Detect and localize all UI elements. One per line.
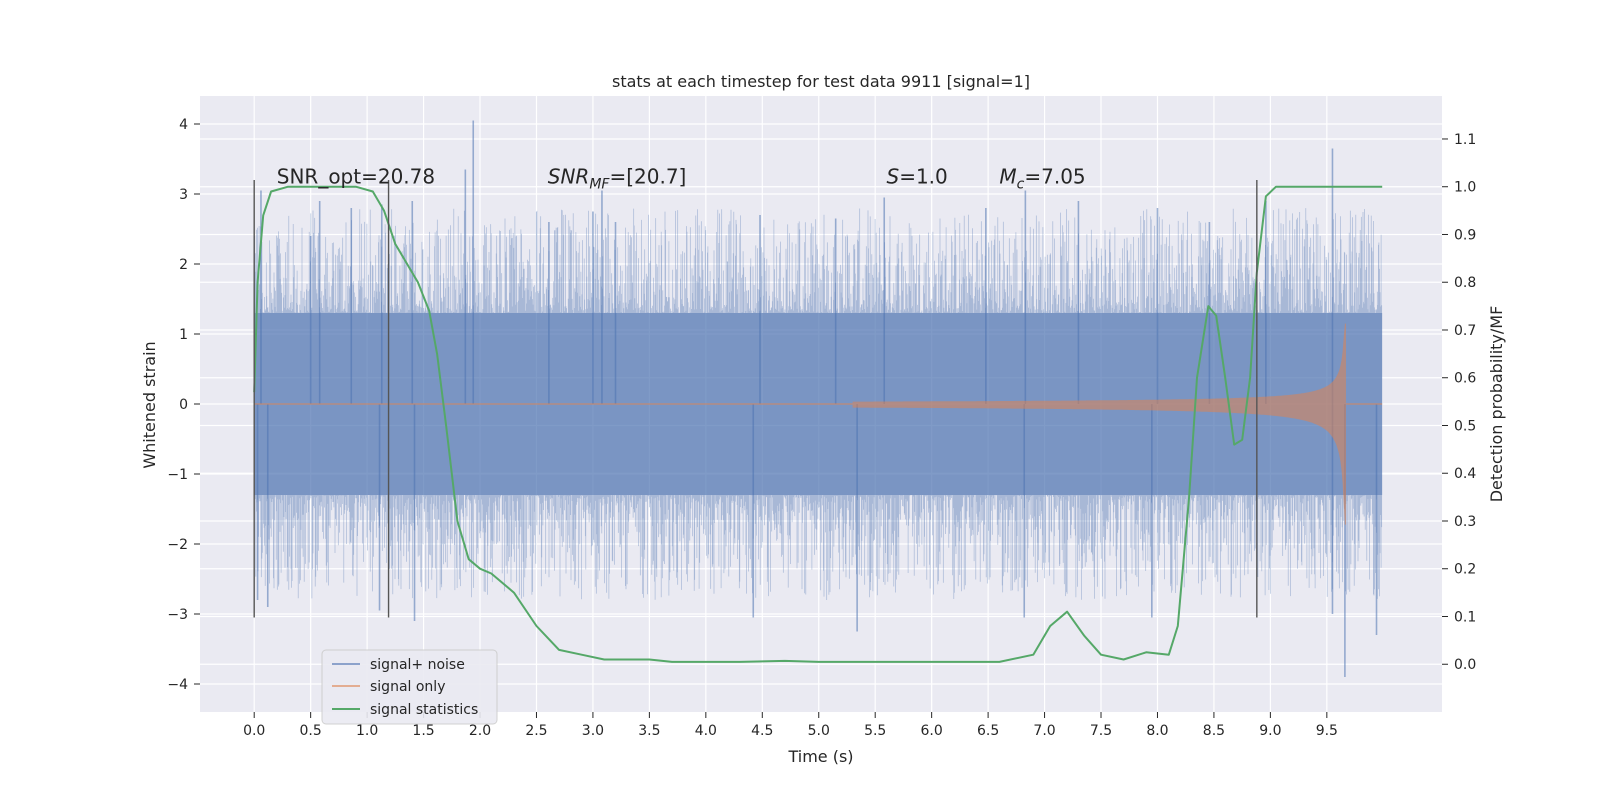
y-tick-label: −3 xyxy=(167,607,188,623)
legend-box xyxy=(321,649,498,725)
x-tick-label: 0.5 xyxy=(300,723,322,739)
x-tick-label: 9.5 xyxy=(1316,723,1338,739)
vertical-markers xyxy=(253,180,1258,618)
y2-tick-label: 0.5 xyxy=(1454,418,1476,434)
series-signal-statistics xyxy=(253,185,1383,663)
x-tick-label: 3.5 xyxy=(638,723,660,739)
y2-tick-label: 0.4 xyxy=(1454,466,1476,482)
y2-axis-label: Detection probability/MF xyxy=(1487,306,1506,503)
y-axis-label: Whitened strain xyxy=(140,341,159,468)
x-tick-label: 8.0 xyxy=(1146,723,1168,739)
annotation-text: S=1.0 xyxy=(886,165,947,189)
annotation-text: SNR_opt=20.78 xyxy=(277,165,435,189)
y-tick-label: 1 xyxy=(179,327,188,343)
chart-title: stats at each timestep for test data 991… xyxy=(612,72,1030,91)
annotation-italic: M xyxy=(999,165,1016,189)
legend-label-signal-only: signal only xyxy=(370,679,445,695)
annotation-subscript: c xyxy=(1017,177,1025,193)
y2-tick-label: 0.0 xyxy=(1454,657,1476,673)
x-axis-label: Time (s) xyxy=(787,747,853,766)
annotations: SNR_opt=20.78 SNRMF=[20.7] S=1.0 Mc=7.05 xyxy=(277,165,1086,193)
x-tick-label: 6.0 xyxy=(921,723,943,739)
axes: 0.0 0.5 1.0 1.5 2.0 2.5 3.0 3.5 4.0 4.5 5.0 5.5 6.0 6… xyxy=(167,117,1476,739)
x-tick-label: 2.0 xyxy=(469,723,491,739)
annotation-subscript: MF xyxy=(589,177,610,193)
y2-tick-label: 0.7 xyxy=(1454,323,1476,339)
y2-tick-label: 1.1 xyxy=(1454,132,1476,148)
legend: signal+ noise signal only signal statist… xyxy=(321,649,498,725)
y2-tick-label: 0.3 xyxy=(1454,514,1476,530)
legend-label-signal-noise: signal+ noise xyxy=(370,657,465,673)
y-tick-label: 3 xyxy=(179,187,188,203)
annotation-part: =1.0 xyxy=(899,165,948,189)
y-tick-label: 2 xyxy=(179,257,188,273)
annotation-italic: SNR xyxy=(548,165,590,189)
x-tick-label: 4.0 xyxy=(695,723,717,739)
x-tick-label: 8.5 xyxy=(1203,723,1225,739)
y-tick-label: 0 xyxy=(179,397,188,413)
y-tick-label: −1 xyxy=(167,467,188,483)
y2-tick-label: 0.6 xyxy=(1454,371,1476,387)
annotation-part: =7.05 xyxy=(1024,165,1085,189)
annotation-part: SNR_opt=20.78 xyxy=(277,165,435,189)
legend-label-signal-statistics: signal statistics xyxy=(370,702,478,718)
y2-tick-label: 0.9 xyxy=(1454,227,1476,243)
y2-tick-label: 0.8 xyxy=(1454,275,1476,291)
y-tick-label: −2 xyxy=(167,537,188,553)
annotation-italic: S xyxy=(886,165,899,189)
x-tick-label: 2.5 xyxy=(525,723,547,739)
x-tick-label: 3.0 xyxy=(582,723,604,739)
y2-tick-label: 0.1 xyxy=(1454,609,1476,625)
y2-tick-label: 1.0 xyxy=(1454,180,1476,196)
y-tick-label: −4 xyxy=(167,677,188,693)
annotation-text: SNRMF=[20.7] xyxy=(548,165,687,193)
y-tick-label: 4 xyxy=(179,117,188,133)
x-tick-label: 5.0 xyxy=(808,723,830,739)
y2-tick-label: 0.2 xyxy=(1454,562,1476,578)
x-tick-label: 7.5 xyxy=(1090,723,1112,739)
x-tick-label: 1.5 xyxy=(412,723,434,739)
x-tick-label: 4.5 xyxy=(751,723,773,739)
x-tick-label: 0.0 xyxy=(243,723,265,739)
series-layer xyxy=(253,120,1383,677)
x-tick-label: 6.5 xyxy=(977,723,999,739)
annotation-text: Mc=7.05 xyxy=(999,165,1085,193)
x-tick-label: 1.0 xyxy=(356,723,378,739)
annotation-part: =[20.7] xyxy=(609,165,686,189)
x-tick-label: 5.5 xyxy=(864,723,886,739)
x-tick-label: 9.0 xyxy=(1259,723,1281,739)
x-tick-label: 7.0 xyxy=(1033,723,1055,739)
